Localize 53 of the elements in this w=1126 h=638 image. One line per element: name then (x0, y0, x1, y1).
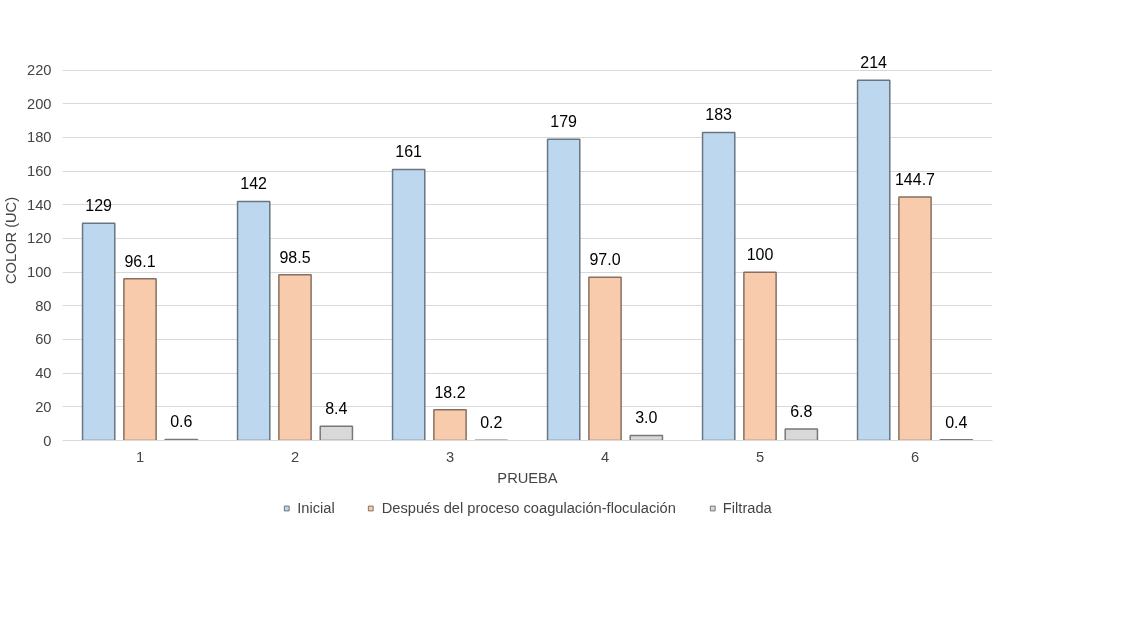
data-label: 0.2 (480, 414, 503, 432)
bar (546, 138, 581, 441)
y-tick-label: 100 (27, 264, 52, 281)
x-tick-label: 6 (910, 448, 920, 465)
x-tick-label: 5 (755, 448, 765, 465)
data-label: 183 (705, 106, 733, 124)
y-tick-label: 160 (27, 163, 52, 180)
y-tick-label: 140 (27, 196, 52, 213)
data-label: 0.6 (170, 413, 193, 431)
legend-label: Inicial (297, 500, 335, 516)
y-tick-label: 60 (35, 331, 52, 348)
data-label: 100 (746, 246, 774, 264)
data-label: 142 (240, 175, 268, 193)
bar (856, 79, 891, 441)
data-label: 6.8 (790, 403, 813, 421)
x-axis-title: PRUEBA (497, 469, 558, 486)
data-label: 3.0 (635, 409, 658, 427)
y-tick-label: 20 (35, 398, 52, 415)
y-tick-label: 0 (43, 432, 52, 449)
data-label: 161 (395, 143, 423, 161)
bar (81, 222, 116, 441)
y-axis-title: COLOR (UC) (3, 196, 20, 285)
bar (433, 409, 467, 441)
data-label: 144.7 (894, 170, 936, 188)
bar (588, 276, 622, 441)
x-tick-label: 4 (600, 448, 610, 465)
bar (898, 196, 932, 441)
y-tick-label: 120 (27, 230, 52, 247)
bar (743, 271, 777, 441)
x-tick-label: 2 (290, 448, 300, 465)
data-label: 0.4 (945, 413, 968, 431)
y-tick-label: 40 (35, 365, 52, 382)
y-tick-label: 180 (27, 129, 52, 146)
data-label: 97.0 (589, 251, 621, 269)
data-label: 96.1 (124, 252, 156, 270)
y-tick-label: 80 (35, 297, 52, 314)
bar (278, 273, 312, 441)
legend-label: Filtrada (722, 500, 772, 516)
data-label: 179 (550, 113, 578, 131)
data-label: 98.5 (279, 248, 311, 266)
data-label: 8.4 (325, 400, 348, 418)
bar (123, 277, 157, 441)
legend-label: Después del proceso coagulación-floculación (381, 500, 676, 516)
bar (391, 168, 426, 441)
y-tick-label: 220 (27, 62, 52, 79)
x-tick-label: 1 (135, 448, 145, 465)
bar (236, 200, 271, 441)
x-tick-label: 3 (445, 448, 455, 465)
data-label: 214 (860, 54, 888, 72)
data-label: 18.2 (434, 383, 466, 401)
data-label: 129 (85, 197, 113, 215)
y-tick-label: 200 (27, 95, 52, 112)
bar (701, 131, 736, 441)
